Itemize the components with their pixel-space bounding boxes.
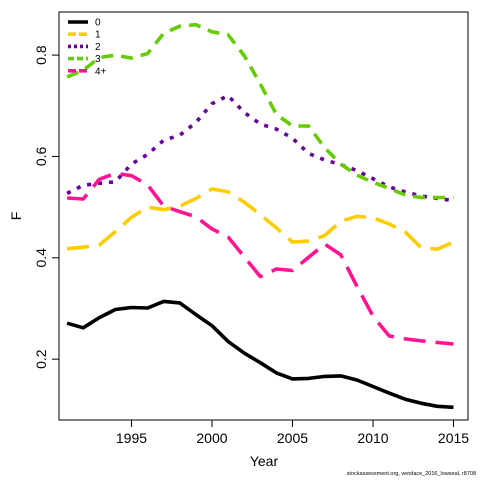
plot-area [58,11,469,421]
y-tick-label: 0.8 [33,45,49,65]
legend-label-1: 1 [95,30,101,41]
x-tick-label: 1995 [116,430,147,446]
series-lines [66,22,455,410]
series-line-4 [66,171,454,346]
x-axis-label: Year [250,453,279,469]
plot-frame [58,11,469,421]
x-tick-label: 2005 [277,430,308,446]
x-tick-label: 2010 [357,430,388,446]
legend-label-4: 4+ [95,66,107,77]
x-tick-label: 2000 [196,430,227,446]
series-line-0 [66,299,454,410]
y-tick-label: 0.2 [33,349,49,369]
y-tick-label: 0.6 [33,147,49,167]
legend-label-0: 0 [95,18,101,29]
y-axis-label: F [8,212,24,221]
footnote: stockassessment.org, vendace_2016_lowsea… [346,471,476,477]
legend-label-3: 3 [95,54,101,65]
x-tick-label: 2015 [438,430,469,446]
series-line-1 [66,187,455,251]
axes: 1995 2000 2005 2010 2015 0.2 0.4 0.6 0.8 [33,45,469,446]
y-tick-label: 0.4 [33,248,49,268]
series-line-3 [66,22,454,200]
legend-label-2: 2 [95,42,101,53]
series-line-2 [66,93,454,203]
